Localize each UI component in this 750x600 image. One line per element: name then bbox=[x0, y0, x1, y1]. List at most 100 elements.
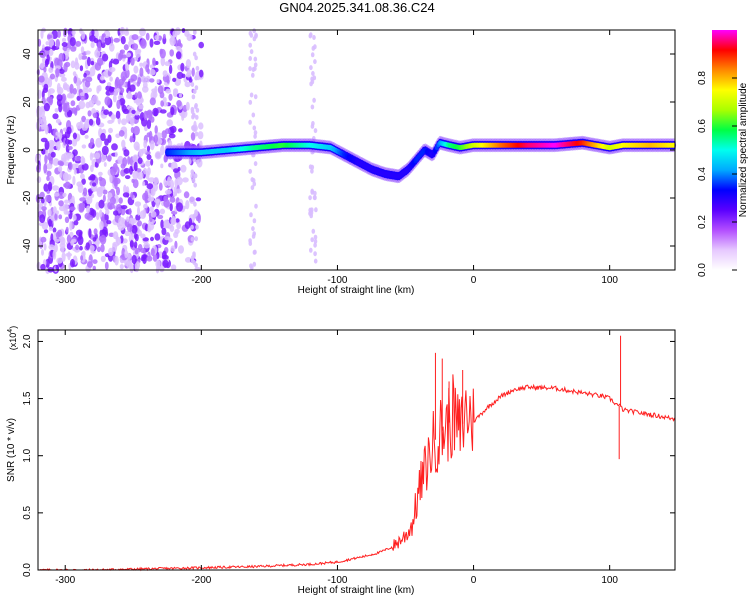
spectrogram-noise-blob bbox=[132, 154, 139, 163]
spectrogram-noise-blob bbox=[123, 30, 130, 36]
spectrogram-noise-blob bbox=[101, 33, 105, 44]
spectrogram-streak-blob bbox=[308, 164, 313, 170]
spectrogram-noise-blob bbox=[124, 68, 130, 79]
spectrogram-noise-blob bbox=[112, 162, 118, 173]
snr-panel: -300 -200 -100 0 100 0.0 0.5 1.0 1.5 2.0 Height … bbox=[6, 326, 676, 596]
spectrogram-noise-blob bbox=[130, 126, 135, 134]
spectrogram-noise-blob bbox=[48, 67, 54, 73]
spectrogram-noise-blob bbox=[118, 197, 123, 204]
spectrogram-noise-blob bbox=[119, 264, 124, 270]
spectrogram-streak-blob bbox=[313, 59, 317, 65]
spectrogram-streak-blob bbox=[309, 65, 313, 71]
spectrogram-noise-blob bbox=[138, 104, 144, 110]
spectrogram-noise-blob bbox=[134, 261, 141, 270]
spectrogram-noise-blob bbox=[59, 205, 66, 212]
spectrogram-noise-blob bbox=[126, 216, 130, 223]
spectrogram-noise-blob bbox=[81, 115, 86, 123]
spectrogram-noise-blob bbox=[67, 251, 71, 261]
spectrogram-noise-blob bbox=[143, 203, 148, 210]
spectrogram-noise-blob bbox=[148, 177, 155, 183]
spectrogram-noise-blob bbox=[133, 57, 139, 62]
spectrogram-noise-blob bbox=[89, 35, 96, 42]
spectrogram-noise-blob bbox=[74, 61, 80, 70]
spectrogram-noise-blob bbox=[148, 193, 152, 198]
x-tick-label: 0 bbox=[471, 275, 477, 286]
spectrogram-streak-blob bbox=[312, 35, 316, 40]
spectrogram-noise-blob bbox=[117, 224, 125, 231]
snr-y-exponent-base: (x10 bbox=[8, 333, 18, 351]
spectrogram-noise-blob bbox=[69, 206, 76, 211]
spectrogram-noise-blob bbox=[176, 222, 182, 230]
spectrogram-noise-blob bbox=[37, 38, 42, 47]
spectrogram-noise-blob bbox=[140, 39, 147, 49]
spectrogram-noise-blob bbox=[167, 176, 172, 187]
spectrogram-streak-blob bbox=[249, 212, 253, 218]
spectrogram-streak-blob bbox=[190, 236, 195, 242]
spectrogram-noise-blob bbox=[78, 202, 86, 208]
spectrogram-noise-blob bbox=[161, 227, 167, 236]
spectrogram-noise-blob bbox=[131, 43, 139, 51]
spectrogram-noise-blob bbox=[48, 226, 53, 231]
spectrogram-noise-blob bbox=[104, 35, 112, 46]
spectrogram-noise-blob bbox=[57, 29, 61, 38]
spectrogram-noise-blob bbox=[197, 131, 204, 140]
spectrogram-noise-blob bbox=[143, 139, 148, 149]
spectrogram-noise-blob bbox=[125, 175, 131, 180]
spectrogram-noise-blob bbox=[191, 67, 195, 77]
spectrogram-noise-blob bbox=[170, 106, 175, 116]
spectrogram-noise-blob bbox=[184, 257, 192, 263]
spectrogram-noise-blob bbox=[106, 220, 112, 225]
spectrogram-noise-blob bbox=[131, 109, 136, 114]
spectrogram-noise-blob bbox=[185, 59, 191, 69]
spectrogram-noise-blob bbox=[43, 77, 50, 86]
spectrogram-noise-blob bbox=[75, 163, 79, 168]
spectrogram-noise-blob bbox=[66, 47, 70, 53]
spectrogram-noise-blob bbox=[94, 152, 101, 160]
spectrogram-noise-blob bbox=[133, 125, 140, 136]
y-tick-label: 0.0 bbox=[22, 563, 33, 577]
spectrogram-streak-blob bbox=[193, 173, 198, 179]
spectrogram-noise-blob bbox=[170, 217, 177, 225]
spectrogram-streak-blob bbox=[248, 66, 252, 72]
spectrogram-noise-blob bbox=[66, 126, 72, 135]
spectrogram-noise-blob bbox=[114, 151, 118, 158]
spectrogram-noise-blob bbox=[138, 149, 144, 157]
spectrogram-streak-blob bbox=[314, 207, 318, 213]
spectrogram-noise-blob bbox=[116, 186, 120, 196]
colorbar-tick-label: 0.6 bbox=[697, 119, 708, 133]
spectrogram-streak-blob bbox=[250, 185, 255, 191]
spectrogram-noise-blob bbox=[40, 263, 46, 271]
spectrogram-noise-blob bbox=[57, 229, 63, 237]
spectrogram-noise-blob bbox=[133, 241, 138, 249]
spectrogram-noise-blob bbox=[129, 135, 133, 143]
spectrogram-noise-blob bbox=[99, 209, 103, 218]
spectrogram-noise-blob bbox=[55, 39, 60, 48]
spectrogram-noise-blob bbox=[152, 253, 158, 262]
spectrogram-streak-blob bbox=[248, 99, 253, 105]
snr-series-line bbox=[38, 374, 676, 572]
spectrogram-noise-blob bbox=[55, 210, 59, 215]
spectrogram-noise-blob bbox=[134, 201, 142, 207]
spectrogram-noise-blob bbox=[108, 86, 114, 93]
spectrogram-noise-blob bbox=[72, 132, 77, 140]
spectrogram-marks bbox=[34, 26, 677, 275]
spectrogram-streak-blob bbox=[248, 119, 252, 125]
colorbar-tick-label: 0.4 bbox=[697, 167, 708, 181]
spectrogram-noise-blob bbox=[142, 181, 146, 187]
spectrogram-noise-blob bbox=[41, 249, 44, 256]
spectrogram-noise-blob bbox=[113, 87, 121, 93]
spectrogram-noise-blob bbox=[106, 155, 112, 162]
spectrogram-noise-blob bbox=[154, 198, 161, 204]
spectrogram-noise-blob bbox=[73, 75, 77, 84]
spectrogram-noise-blob bbox=[176, 100, 182, 107]
spectrogram-noise-blob bbox=[103, 162, 107, 167]
spectrogram-noise-blob bbox=[54, 57, 60, 68]
spectrogram-noise-blob bbox=[183, 191, 190, 199]
spectrogram-streak-blob bbox=[248, 42, 252, 48]
spectrogram-noise-blob bbox=[138, 244, 143, 251]
spectrogram-noise-blob bbox=[173, 231, 179, 238]
spectrogram-noise-blob bbox=[71, 238, 77, 243]
spectrogram-noise-blob bbox=[139, 112, 145, 122]
spectrogram-noise-blob bbox=[45, 194, 52, 203]
spectrogram-noise-blob bbox=[164, 189, 172, 195]
